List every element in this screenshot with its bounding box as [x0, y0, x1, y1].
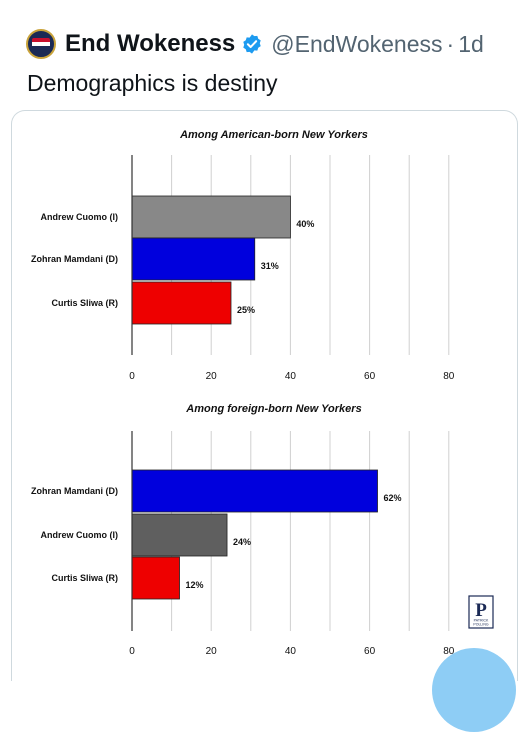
tweet-text: Demographics is destiny: [27, 70, 278, 96]
value-label: 12%: [186, 580, 204, 590]
value-label: 25%: [237, 305, 255, 315]
tick-label: 0: [129, 371, 135, 382]
tick-label: 60: [364, 371, 376, 382]
value-label: 62%: [384, 493, 402, 503]
bar: [131, 281, 232, 325]
timestamp[interactable]: 1d: [458, 30, 484, 57]
category-label: Andrew Cuomo (I): [41, 212, 119, 222]
tick-label: 20: [206, 371, 218, 382]
chart-title: Among American-born New Yorkers: [179, 129, 368, 141]
separator: ·: [446, 30, 455, 57]
chart-american-born: Among American-born New Yorkers Andrew Cu…: [31, 129, 455, 382]
tick-label: 80: [443, 371, 455, 382]
avatar[interactable]: [26, 29, 56, 59]
tick-label: 0: [129, 646, 135, 657]
tweet-media[interactable]: Among American-born New Yorkers Andrew Cu…: [11, 110, 518, 681]
tick-label: 40: [285, 646, 297, 657]
handle[interactable]: @EndWokeness: [271, 30, 443, 57]
value-label: 40%: [296, 219, 314, 229]
tick-label: 20: [206, 646, 218, 657]
category-label: Zohran Mamdani (D): [31, 486, 118, 496]
flag-icon: [32, 38, 50, 50]
tick-label: 40: [285, 371, 297, 382]
verified-badge-icon: [243, 34, 261, 54]
compose-button[interactable]: [432, 648, 516, 732]
bar: [131, 469, 378, 513]
bar: [131, 556, 180, 600]
logo-letter: P: [475, 600, 487, 621]
chart-foreign-born: Among foreign-born New Yorkers Zohran Mam…: [31, 403, 455, 657]
logo-text-2: POLLING: [473, 623, 488, 627]
bar: [131, 513, 228, 557]
chart-title: Among foreign-born New Yorkers: [185, 403, 361, 415]
tick-label: 80: [443, 646, 455, 657]
bar: [131, 195, 291, 239]
tweet-header: End Wokeness @EndWokeness · 1d: [26, 24, 484, 64]
chart-image: Among American-born New Yorkers Andrew Cu…: [31, 129, 494, 657]
tick-label: 60: [364, 646, 376, 657]
category-label: Curtis Sliwa (R): [51, 573, 118, 583]
logo-text-1: PATRICK: [474, 619, 489, 623]
value-label: 31%: [261, 261, 279, 271]
category-label: Zohran Mamdani (D): [31, 254, 118, 264]
bar: [131, 237, 256, 281]
category-label: Andrew Cuomo (I): [41, 530, 119, 540]
display-name[interactable]: End Wokeness: [65, 30, 236, 57]
category-label: Curtis Sliwa (R): [51, 298, 118, 308]
patrick-polling-logo: P PATRICK POLLING: [468, 595, 494, 629]
value-label: 24%: [233, 537, 251, 547]
